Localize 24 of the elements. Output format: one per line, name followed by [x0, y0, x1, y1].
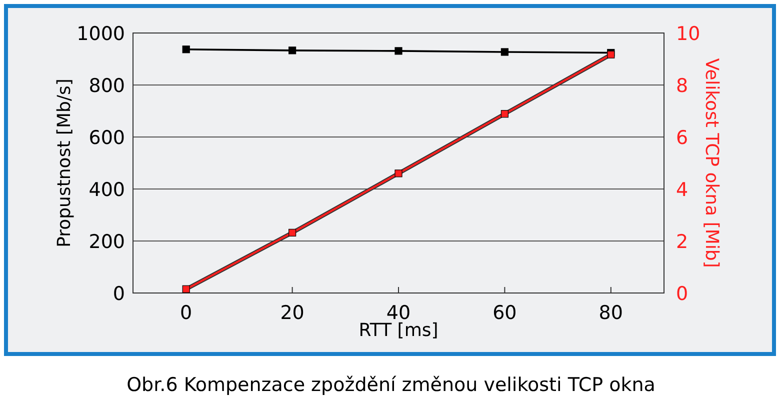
- text: Obr.6 Kompenzace zpoždění změnou velikosti TCP okna: [126, 374, 656, 396]
- y-tick-label: 400: [88, 179, 125, 201]
- y2-tick-label: 10: [676, 23, 700, 45]
- y-tick-label: 800: [88, 75, 125, 97]
- y-tick-label: 200: [88, 231, 125, 253]
- y2-tick-label: 6: [676, 127, 688, 149]
- y2-tick-label: 8: [676, 75, 688, 97]
- y-tick-label: 0: [112, 283, 125, 305]
- x-tick-label: 80: [598, 302, 623, 324]
- y2-tick-label: 2: [676, 231, 688, 253]
- x-tick-label: 20: [280, 302, 304, 324]
- point: [288, 228, 296, 236]
- point: [500, 110, 508, 118]
- point: [394, 170, 402, 178]
- x-tick-label: 60: [492, 302, 517, 324]
- y-tick-label: 1000: [76, 23, 125, 45]
- y2-axis-title: Velikost TCP okna [Mib]: [701, 58, 722, 268]
- x-axis-title: RTT [ms]: [358, 320, 438, 341]
- x-tick-label: 0: [180, 302, 192, 324]
- y-tick-label: 600: [88, 127, 125, 149]
- y2-tick-label: 0: [676, 283, 688, 305]
- y-axis-title: Propustnost [Mb/s]: [54, 78, 75, 248]
- point: [182, 285, 190, 293]
- y2-tick-label: 4: [676, 179, 688, 201]
